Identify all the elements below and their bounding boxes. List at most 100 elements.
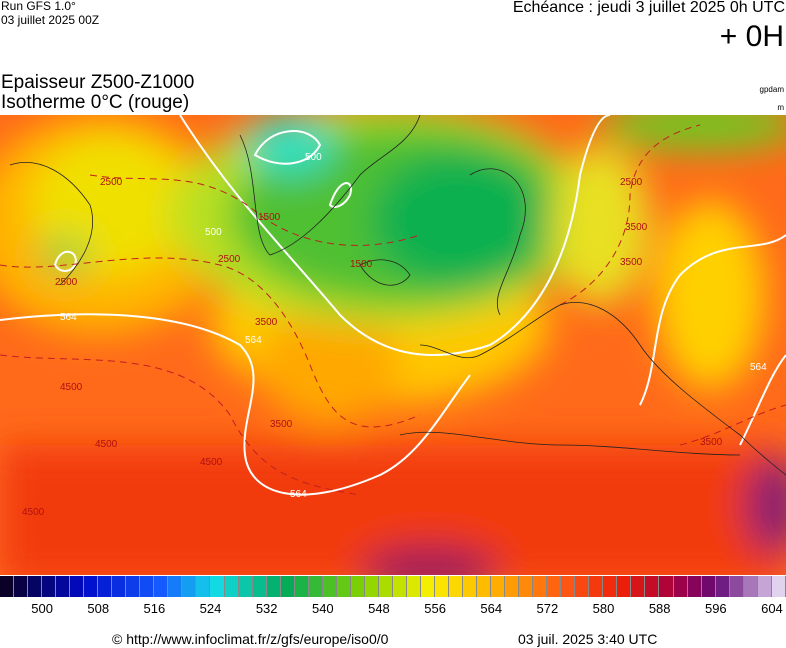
isotherm-line (559, 124, 701, 306)
colorbar-swatch (252, 576, 267, 597)
colorbar-label: 500 (31, 601, 53, 616)
contour-label: 500 (205, 227, 222, 238)
colorbar-swatch (434, 576, 449, 597)
colorbar-label: 564 (480, 601, 503, 616)
colorbar-swatch (491, 576, 506, 597)
colorbar-swatch (743, 576, 758, 597)
colorbar-swatch (687, 576, 702, 597)
field: 2500 2500 2500 1500 1500 500 564 564 564 3500 3500… (0, 115, 786, 575)
footer-source: © http://www.infoclimat.fr/z/gfs/europe/… (112, 631, 389, 647)
contour-label: 1500 (258, 212, 281, 223)
contour-label: 564 (60, 312, 77, 323)
colorbar-label: 516 (143, 601, 166, 616)
colorbar-swatch (420, 576, 435, 597)
colorbar-swatch (771, 576, 786, 597)
colorbar-swatch (70, 576, 85, 597)
run-label: Run GFS 1.0° (1, 0, 76, 13)
colorbar-label: 540 (311, 601, 334, 616)
colorbar-swatch (701, 576, 716, 597)
colorbar-swatch (757, 576, 772, 597)
offset: + 0H (719, 20, 784, 53)
colorbar-swatch (729, 576, 744, 597)
contour-label: 3500 (700, 437, 723, 448)
contour-label: 3500 (625, 222, 648, 233)
colorbar-swatch (308, 576, 323, 597)
isotherm-line (0, 354, 361, 496)
colorbar-swatch (112, 576, 127, 597)
thickness-contours (0, 115, 786, 496)
colorbar-swatch (42, 576, 57, 597)
isotherm-line (0, 257, 421, 428)
colorbar-swatch (519, 576, 534, 597)
colorbar-swatch (336, 576, 351, 597)
colorbar-label: 596 (704, 601, 727, 616)
contour-label: 2500 (620, 177, 643, 188)
title-line: Isotherme 0°C (rouge) (1, 92, 190, 113)
unit: gpdam (759, 85, 784, 94)
colorbar-swatch (168, 576, 183, 597)
colorbar-swatch (182, 576, 197, 597)
contour-line (53, 250, 77, 272)
contour-label: 3500 (620, 257, 643, 268)
contour-label: 564 (750, 362, 767, 373)
colorbar-label: 580 (592, 601, 615, 616)
colorbar-swatch (603, 576, 618, 597)
contour-label: 3500 (270, 419, 293, 430)
colorbar-label: 604 (761, 601, 783, 616)
field-shading (0, 115, 786, 575)
contour-line (179, 115, 611, 356)
colorbar-label: 572 (536, 601, 559, 616)
contour-line (253, 130, 322, 165)
colorbar-swatch (56, 576, 71, 597)
unit: m (777, 103, 784, 112)
coastline (359, 259, 411, 286)
colorbar-swatch (505, 576, 520, 597)
colorbar-swatch (561, 576, 576, 597)
colorbar-swatch (589, 576, 604, 597)
colorbar-swatch (14, 576, 29, 597)
echeance: Echéance : jeudi 3 juillet 2025 0h UTC (512, 0, 785, 16)
colorbar-swatch (266, 576, 281, 597)
colorbar-label: 556 (424, 601, 446, 616)
isotherm-line (679, 404, 786, 446)
contour-label: 3500 (255, 317, 278, 328)
colorbar-swatch (140, 576, 155, 597)
colorbar-swatch (449, 576, 464, 597)
contour-label: 564 (290, 489, 307, 500)
colorbar-label: 548 (368, 601, 390, 616)
colorbar-swatch (126, 576, 141, 597)
contour-label: 2500 (55, 277, 78, 288)
contour-label: 500 (305, 152, 322, 163)
colorbar-swatch (154, 576, 169, 597)
colorbar-label: 508 (87, 601, 110, 616)
coastline (239, 115, 421, 256)
coastline (399, 431, 741, 456)
coastlines (9, 115, 786, 476)
colorbar-swatch (631, 576, 646, 597)
colorbar-swatch (617, 576, 632, 597)
colorbar (0, 576, 786, 597)
colorbar-label: 588 (648, 601, 671, 616)
contour-line (0, 313, 471, 496)
colorbar-swatch (406, 576, 421, 597)
title-line: Epaisseur Z500-Z1000 (1, 72, 195, 93)
colorbar-swatch (350, 576, 365, 597)
contour-label: 1500 (350, 259, 373, 270)
contour-line (328, 182, 352, 208)
colorbar-swatch (238, 576, 253, 597)
run-date: 03 juillet 2025 00Z (1, 13, 100, 27)
map: 2500 2500 2500 1500 1500 500 564 564 564 3500 3500… (0, 115, 786, 575)
colorbar-swatch (378, 576, 393, 597)
colorbar-swatch (659, 576, 674, 597)
coastline (9, 162, 94, 286)
colorbar-label: 532 (255, 601, 278, 616)
colorbar-swatch (477, 576, 492, 597)
colorbar-swatch (364, 576, 379, 597)
contour-label: 4500 (60, 382, 83, 393)
contour-labels: 2500 2500 2500 1500 1500 500 564 564 564 3500 3500… (22, 152, 767, 518)
colorbar-swatch (210, 576, 225, 597)
colorbar-swatch (673, 576, 688, 597)
isotherm-line (89, 174, 421, 246)
contour-line (639, 234, 786, 406)
